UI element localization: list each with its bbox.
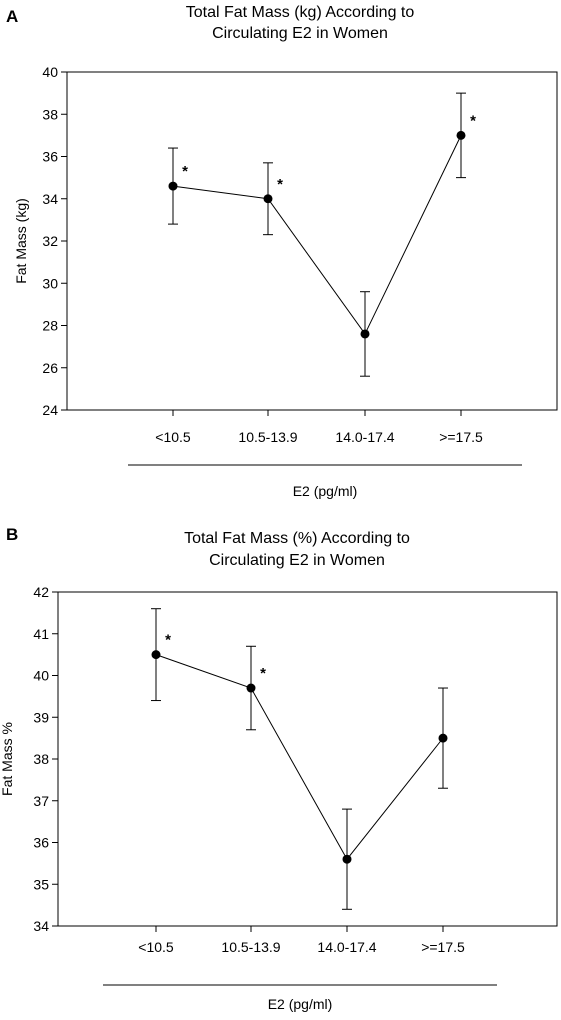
series-line: [155, 654, 444, 861]
data-point: [263, 194, 273, 204]
y-tick-label: 34: [42, 191, 58, 207]
significance-star: *: [165, 632, 171, 649]
x-tick-label: <10.5: [138, 939, 174, 955]
y-tick-label: 28: [42, 318, 58, 334]
x-tick-label: >=17.5: [421, 939, 465, 955]
y-tick-label: 32: [42, 233, 58, 249]
data-point: [151, 650, 161, 660]
data-point: [438, 733, 448, 743]
data-point: [360, 329, 370, 339]
data-point: [168, 181, 178, 191]
y-tick-label: 39: [33, 709, 49, 725]
y-tick-label: 35: [33, 876, 49, 892]
y-tick-label: 40: [42, 64, 58, 80]
chart-title-line: Circulating E2 in Women: [212, 25, 388, 42]
significance-star: *: [260, 665, 266, 682]
y-tick-label: 41: [33, 626, 49, 642]
x-tick-label: 10.5-13.9: [221, 939, 280, 955]
y-tick-label: 36: [42, 149, 58, 165]
y-tick-label: 24: [42, 402, 58, 418]
x-tick-label: <10.5: [155, 429, 191, 445]
plot-frame: [66, 71, 558, 411]
chart-panel-a: A Total Fat Mass (kg) According to Circula…: [6, 4, 558, 499]
plot-frame: [57, 591, 558, 927]
significance-star: *: [182, 163, 188, 180]
y-axis-label: Fat Mass %: [0, 722, 15, 796]
y-axis-label: Fat Mass (kg): [13, 198, 29, 284]
y-tick-label: 40: [33, 668, 49, 684]
significance-star: *: [277, 176, 283, 193]
y-tick-label: 38: [33, 751, 49, 767]
x-axis-label: E2 (pg/ml): [293, 483, 358, 499]
y-tick-label: 42: [33, 584, 49, 600]
y-tick-label: 26: [42, 360, 58, 376]
x-tick-label: 14.0-17.4: [335, 429, 394, 445]
x-tick-label: 14.0-17.4: [317, 939, 376, 955]
y-tick-label: 38: [42, 106, 58, 122]
chart-title-line: Total Fat Mass (kg) According to: [186, 4, 415, 21]
panel-letter: B: [6, 525, 18, 544]
chart-panel-b: B Total Fat Mass (%) According to Circulat…: [0, 525, 558, 1012]
y-tick-label: 34: [33, 918, 49, 934]
chart-title-line: Circulating E2 in Women: [209, 552, 385, 569]
panel-letter: A: [6, 7, 18, 26]
data-point: [246, 683, 256, 693]
x-tick-label: 10.5-13.9: [238, 429, 297, 445]
data-point: [342, 854, 352, 864]
y-tick-label: 30: [42, 275, 58, 291]
data-point: [456, 130, 466, 140]
chart-title-line: Total Fat Mass (%) According to: [184, 530, 410, 547]
significance-star: *: [470, 112, 476, 129]
y-tick-label: 36: [33, 835, 49, 851]
x-tick-label: >=17.5: [439, 429, 483, 445]
series-line: [172, 135, 462, 335]
y-tick-label: 37: [33, 793, 49, 809]
x-axis-label: E2 (pg/ml): [268, 996, 333, 1012]
